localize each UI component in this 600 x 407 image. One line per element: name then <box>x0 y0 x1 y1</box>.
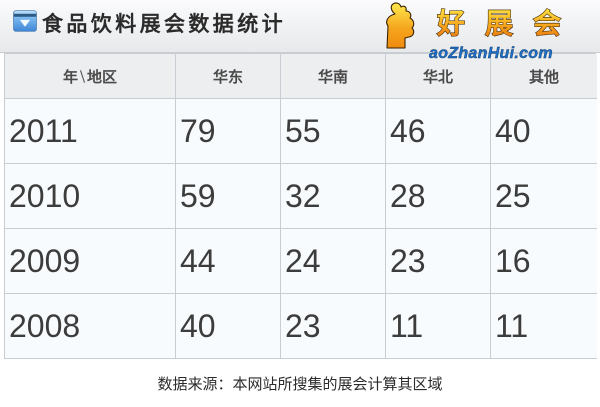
svg-text:好展会: 好展会 <box>436 8 581 39</box>
svg-text:aoZhanHui.com: aoZhanHui.com <box>429 45 553 62</box>
